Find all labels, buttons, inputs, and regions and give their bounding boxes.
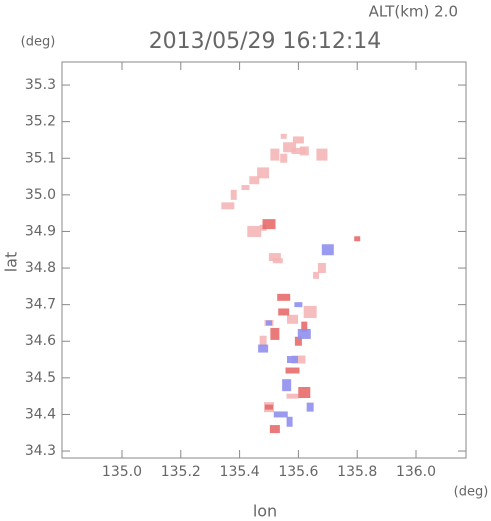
y-tick-label: 35.2 bbox=[25, 114, 56, 130]
echo-point bbox=[262, 219, 276, 230]
y-tick-label: 35.1 bbox=[25, 150, 56, 166]
x-tick-label: 135.0 bbox=[102, 464, 142, 480]
echo-point bbox=[299, 146, 309, 156]
echo-point bbox=[264, 404, 273, 410]
y-tick-label: 35.3 bbox=[25, 77, 56, 93]
echo-point bbox=[313, 271, 320, 279]
y-axis-label: lat bbox=[2, 252, 21, 273]
plot-frame bbox=[61, 61, 467, 459]
x-tick-label: 136.0 bbox=[396, 464, 436, 480]
echo-point bbox=[294, 302, 303, 308]
echo-point bbox=[268, 253, 281, 262]
x-tick-label: 135.2 bbox=[161, 464, 201, 480]
echo-point bbox=[241, 185, 250, 191]
y-unit: (deg) bbox=[21, 35, 56, 50]
echo-point bbox=[294, 336, 302, 346]
echo-point bbox=[247, 225, 262, 237]
y-tick-label: 34.8 bbox=[25, 260, 56, 276]
altitude-label: ALT(km) 2.0 bbox=[369, 3, 458, 21]
y-tick-label: 34.9 bbox=[25, 223, 56, 239]
x-tick-label: 135.8 bbox=[337, 464, 377, 480]
echo-point bbox=[287, 314, 299, 324]
y-tick-label: 34.3 bbox=[25, 443, 56, 459]
echo-point bbox=[273, 411, 288, 418]
echo-point bbox=[259, 335, 267, 347]
echo-point bbox=[291, 147, 306, 154]
echo-point bbox=[286, 393, 299, 399]
echo-point bbox=[270, 148, 280, 161]
echo-point bbox=[287, 356, 299, 364]
echo-point bbox=[321, 244, 334, 256]
echo-point bbox=[303, 305, 317, 318]
echo-point bbox=[301, 321, 308, 332]
x-unit: (deg) bbox=[454, 485, 489, 500]
y-tick-label: 34.4 bbox=[25, 406, 56, 422]
echo-point bbox=[280, 133, 287, 139]
echo-point bbox=[257, 167, 270, 179]
echo-point bbox=[298, 386, 311, 398]
echo-point bbox=[278, 308, 290, 316]
echo-point bbox=[297, 328, 311, 339]
y-tick-label: 35.0 bbox=[25, 187, 56, 203]
echo-point bbox=[265, 320, 272, 326]
echo-point bbox=[258, 344, 269, 353]
echo-point bbox=[316, 148, 328, 161]
echo-point bbox=[354, 236, 361, 242]
echo-point bbox=[249, 176, 260, 185]
echo-point bbox=[292, 136, 304, 144]
echo-point bbox=[270, 327, 280, 340]
y-tick-label: 34.7 bbox=[25, 297, 56, 313]
chart-title: 2013/05/29 16:12:14 bbox=[149, 29, 382, 54]
y-tick-label: 34.6 bbox=[25, 333, 56, 349]
echo-point bbox=[221, 202, 235, 210]
echo-point bbox=[285, 367, 300, 374]
echo-point bbox=[272, 258, 283, 264]
echo-point bbox=[291, 355, 306, 364]
echo-point bbox=[317, 263, 326, 274]
echo-point bbox=[269, 425, 280, 434]
echo-point bbox=[286, 416, 293, 427]
y-tick-label: 34.5 bbox=[25, 370, 56, 386]
echo-point bbox=[280, 153, 288, 163]
echo-point bbox=[306, 402, 314, 412]
echo-point bbox=[282, 379, 292, 392]
echo-point bbox=[277, 293, 291, 301]
x-tick-label: 135.6 bbox=[278, 464, 318, 480]
echo-point bbox=[283, 142, 297, 153]
echo-point bbox=[230, 189, 237, 200]
x-axis-label: lon bbox=[253, 502, 277, 521]
x-tick-label: 135.4 bbox=[220, 464, 260, 480]
